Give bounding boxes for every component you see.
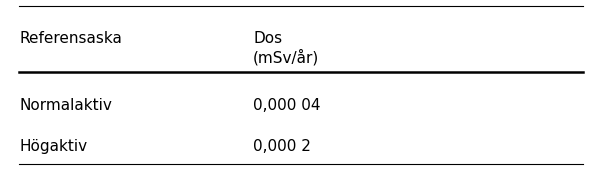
Text: 0,000 04: 0,000 04 bbox=[253, 98, 320, 113]
Text: 0,000 2: 0,000 2 bbox=[253, 139, 311, 154]
Text: Högaktiv: Högaktiv bbox=[19, 139, 87, 154]
Text: Referensaska: Referensaska bbox=[19, 31, 122, 46]
Text: Dos
(mSv/år): Dos (mSv/år) bbox=[253, 31, 319, 66]
Text: Normalaktiv: Normalaktiv bbox=[19, 98, 112, 113]
